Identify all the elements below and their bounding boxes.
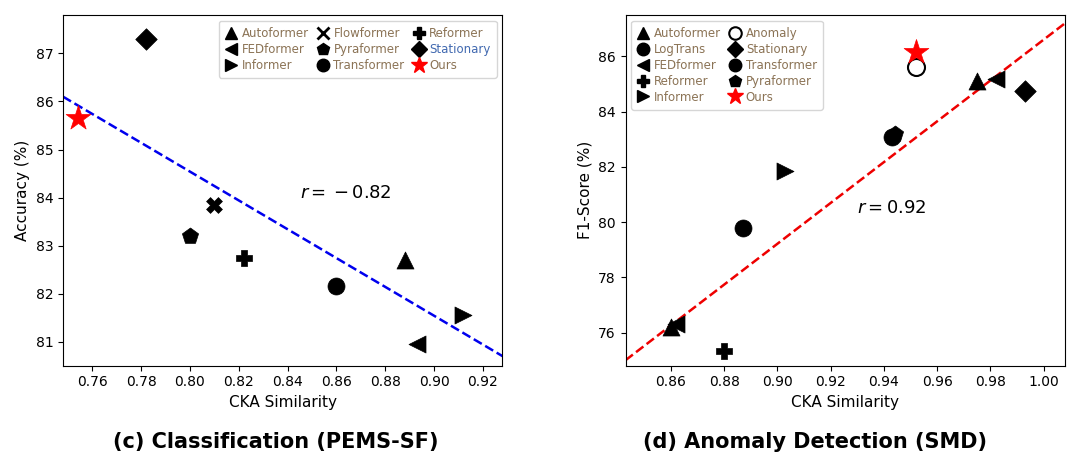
Point — [455, 312, 472, 319]
Text: (d) Anomaly Detection (SMD): (d) Anomaly Detection (SMD) — [644, 432, 987, 452]
Point — [907, 64, 924, 71]
Text: $r = 0.92$: $r = 0.92$ — [858, 199, 927, 218]
Point — [69, 115, 86, 122]
Point — [181, 232, 199, 239]
Point — [886, 130, 903, 138]
Legend: Autoformer, LogTrans, FEDformer, Reformer, Informer, Anomaly, Stationary, Transf: Autoformer, LogTrans, FEDformer, Reforme… — [632, 21, 823, 110]
Point — [662, 324, 679, 331]
Point — [734, 224, 752, 231]
Legend: Autoformer, FEDformer, Informer, Flowformer, Pyraformer, Transformer, Reformer, : Autoformer, FEDformer, Informer, Flowfor… — [219, 21, 497, 78]
Point — [235, 254, 253, 261]
Point — [408, 340, 426, 348]
X-axis label: CKA Similarity: CKA Similarity — [792, 395, 900, 410]
Point — [883, 133, 901, 140]
Point — [1016, 87, 1034, 95]
Point — [987, 75, 1004, 82]
Point — [396, 256, 414, 264]
Y-axis label: Accuracy (%): Accuracy (%) — [15, 140, 30, 241]
Text: (c) Classification (PEMS-SF): (c) Classification (PEMS-SF) — [112, 432, 438, 452]
X-axis label: CKA Similarity: CKA Similarity — [229, 395, 337, 410]
Point — [907, 48, 924, 56]
Point — [715, 347, 732, 354]
Point — [969, 78, 986, 85]
Point — [667, 321, 685, 328]
Point — [206, 201, 224, 208]
Point — [137, 35, 154, 43]
Point — [777, 167, 794, 175]
Y-axis label: F1-Score (%): F1-Score (%) — [578, 141, 593, 239]
Text: $r = -0.82$: $r = -0.82$ — [300, 184, 391, 202]
Point — [328, 283, 346, 290]
